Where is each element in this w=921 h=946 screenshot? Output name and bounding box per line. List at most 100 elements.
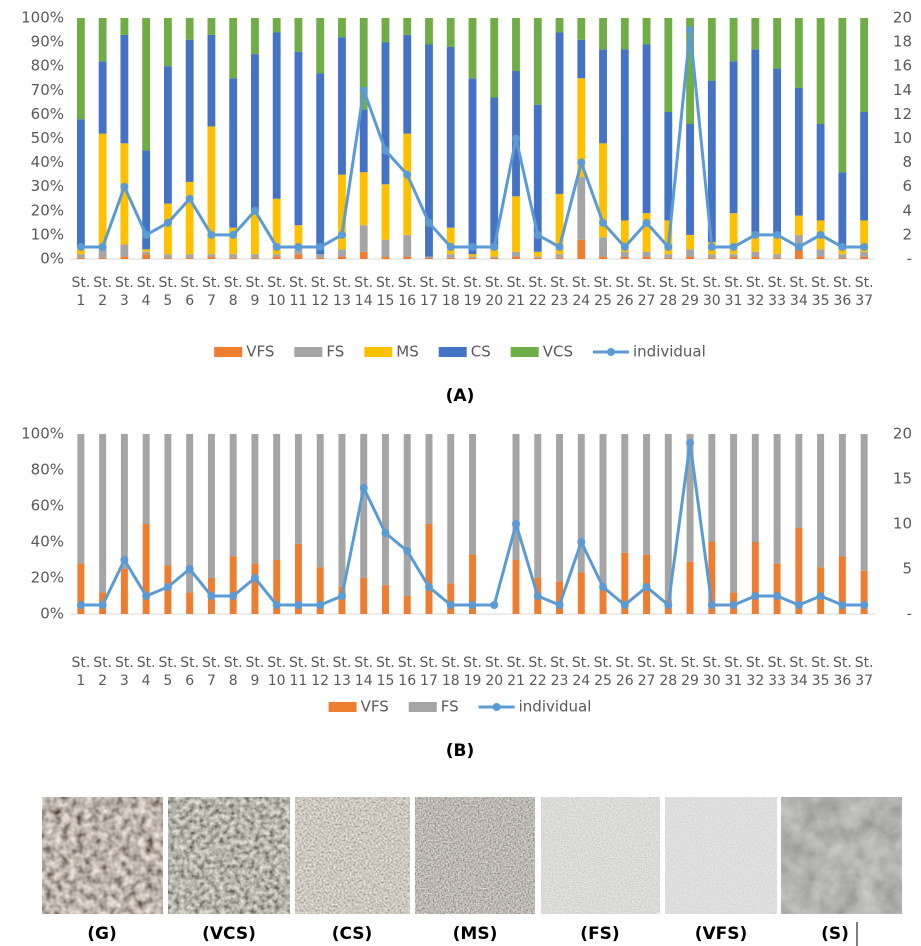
legend-swatch [329,702,357,712]
bar-segment [99,61,107,133]
legend-label: FS [441,698,459,716]
bar-segment [360,172,368,225]
y-tick-label: 60% [31,497,64,515]
line-marker [207,231,215,239]
y-tick-label: 30% [31,177,64,195]
bar-segment [686,235,694,249]
bar-segment [360,225,368,252]
legend-label: CS [471,343,491,361]
bar-segment [164,254,172,258]
line-marker [817,231,825,239]
bar-segment [664,18,672,112]
bar-segment [599,49,607,143]
y2-tick-label: 10 [893,515,912,533]
legend-label: VCS [543,343,573,361]
bar-segment [556,258,564,259]
line-marker [773,231,781,239]
y2-tick-label: 4 [902,201,912,219]
bar-segment [730,18,738,61]
y-tick-label: 0% [40,250,64,268]
y-tick-label: 0% [40,605,64,623]
bar-segment [186,182,194,254]
line-marker [599,219,607,227]
bar-segment [860,18,868,112]
bar-segment [534,434,541,578]
line-marker [447,601,455,609]
line-marker [686,26,694,34]
bar-segment [186,40,194,182]
bar-segment [120,18,128,35]
y-tick-label: 60% [31,105,64,123]
line-marker [294,601,302,609]
legend: VFSFSindividual [329,698,592,716]
figure: 0%10%20%30%40%50%60%70%80%90%100%-246810… [0,0,921,946]
line-marker [229,592,237,600]
bar-segment [512,257,520,259]
bar-segment [404,434,411,596]
bar-segment [251,258,259,259]
bar-segment [447,254,455,258]
line-marker [338,592,346,600]
bar-segment [839,434,846,556]
bar-segment [316,258,324,259]
line-marker [251,574,259,582]
bar-segment [186,254,194,258]
y2-tick-label: 18 [893,33,912,51]
bar-segment [751,252,759,257]
line-marker [251,207,259,215]
line-marker [795,243,803,251]
line-marker [316,243,324,251]
bar-segment [295,18,303,52]
line-marker [664,243,672,251]
line-marker [795,601,803,609]
bar-segment [403,235,411,257]
y-tick-label: 10% [31,225,64,243]
line-marker [708,601,716,609]
bar-segment [686,249,694,256]
y-tick-label: 40% [31,153,64,171]
legend-label: FS [326,343,344,361]
line-marker [751,592,759,600]
bar-segment [686,124,694,235]
bar-segment [686,257,694,259]
bar-segment [229,18,237,78]
bar-segment [316,73,324,254]
bar-segment [164,434,171,565]
line-marker [425,219,433,227]
bar-segment [142,18,150,151]
bar-segment [469,434,476,555]
bar-segment [556,18,564,32]
line-marker [838,601,846,609]
line-marker [447,243,455,251]
bar-segment [229,78,237,227]
legend-label: individual [633,343,706,361]
image-label: (FS) [580,924,619,944]
bar-segment [403,257,411,259]
line-marker [751,231,759,239]
bar-segment [861,434,868,571]
y2-tick-label: 6 [902,177,912,195]
line-marker [664,601,672,609]
photo [665,797,777,914]
photo [781,797,902,914]
line-marker [338,231,346,239]
bar-segment [534,252,542,257]
bar-segment [230,434,237,556]
bar-segment [817,434,824,567]
bar-segment [403,18,411,35]
bar-segment [77,18,85,119]
legend-swatch [409,702,437,712]
bar-segment [512,196,520,251]
line-marker [838,243,846,251]
legend-label: VFS [361,698,389,716]
bar-segment [838,254,846,258]
line-marker [403,547,411,555]
bar-segment [426,524,433,614]
line-marker [77,601,85,609]
line-marker [164,219,172,227]
line-marker [316,601,324,609]
bar-segment [513,434,520,560]
bar-segment [512,71,520,196]
line-marker [360,484,368,492]
bar-segment [208,254,216,256]
